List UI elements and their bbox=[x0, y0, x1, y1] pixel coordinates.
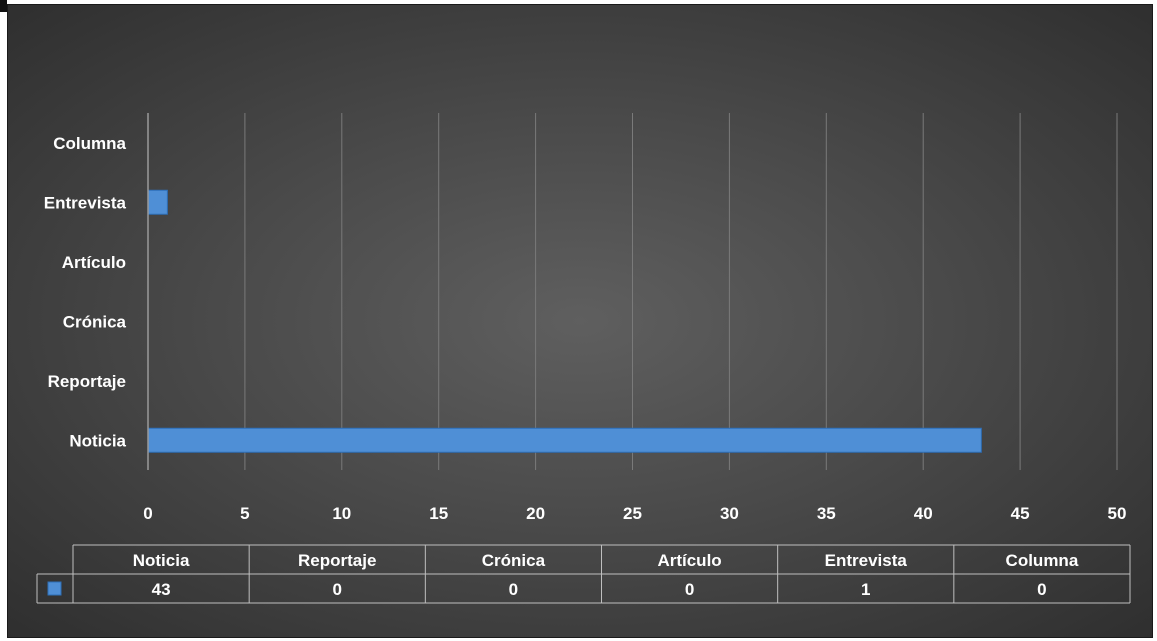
bar bbox=[147, 427, 982, 453]
bar bbox=[147, 189, 168, 215]
table-header-cell: Entrevista bbox=[825, 551, 908, 570]
category-label: Artículo bbox=[62, 253, 126, 272]
x-tick-label: 20 bbox=[526, 504, 545, 523]
x-tick-label: 15 bbox=[429, 504, 448, 523]
category-label: Columna bbox=[53, 134, 126, 153]
table-value-cell: 0 bbox=[509, 580, 518, 599]
table-header-cell: Noticia bbox=[133, 551, 190, 570]
x-tick-label: 35 bbox=[817, 504, 836, 523]
x-tick-label: 10 bbox=[332, 504, 351, 523]
x-tick-label: 40 bbox=[914, 504, 933, 523]
gridlines bbox=[244, 113, 1118, 470]
corner-mark bbox=[0, 0, 7, 12]
category-label: Entrevista bbox=[44, 193, 127, 212]
x-tick-label: 25 bbox=[623, 504, 642, 523]
x-tick-label: 50 bbox=[1108, 504, 1127, 523]
x-tick-label: 5 bbox=[240, 504, 249, 523]
category-label: Crónica bbox=[63, 312, 127, 331]
table-value-cell: 0 bbox=[685, 580, 694, 599]
legend-key bbox=[47, 581, 62, 596]
axes: 0 5 10 15 20 25 30 35 40 45 50 Noticia Reportaje Crón… bbox=[44, 113, 1127, 523]
table-value-cell: 0 bbox=[333, 580, 342, 599]
x-tick-label: 0 bbox=[143, 504, 152, 523]
table-header-cell: Crónica bbox=[482, 551, 546, 570]
chart-area bbox=[7, 4, 1153, 638]
data-table: Noticia 43 Reportaje 0 Crónica 0 Artículo 0 Entr… bbox=[36, 544, 1131, 604]
x-tick-label: 30 bbox=[720, 504, 739, 523]
x-tick-label: 45 bbox=[1011, 504, 1030, 523]
table-header-cell: Columna bbox=[1006, 551, 1079, 570]
table-header-cell: Reportaje bbox=[298, 551, 376, 570]
table-header-cell: Artículo bbox=[657, 551, 721, 570]
table-value-cell: 0 bbox=[1037, 580, 1046, 599]
table-value-cell: 1 bbox=[861, 580, 870, 599]
category-label: Noticia bbox=[69, 431, 126, 450]
bars bbox=[147, 189, 982, 453]
table-value-cell: 43 bbox=[152, 580, 171, 599]
category-label: Reportaje bbox=[48, 372, 126, 391]
